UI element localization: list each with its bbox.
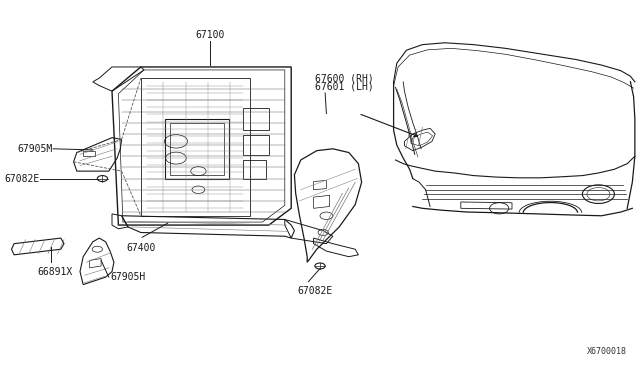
Text: 67600 (RH): 67600 (RH) xyxy=(315,74,374,84)
Text: X6700018: X6700018 xyxy=(588,347,627,356)
Text: 67100: 67100 xyxy=(195,30,225,40)
Text: 67905H: 67905H xyxy=(110,272,145,282)
Text: 66891X: 66891X xyxy=(37,267,72,277)
Text: 67400: 67400 xyxy=(127,243,156,253)
Text: 67082E: 67082E xyxy=(4,174,40,183)
Text: 67905M: 67905M xyxy=(17,144,52,154)
Text: 67601 (LH): 67601 (LH) xyxy=(315,82,374,92)
Text: 67082E: 67082E xyxy=(298,286,333,296)
